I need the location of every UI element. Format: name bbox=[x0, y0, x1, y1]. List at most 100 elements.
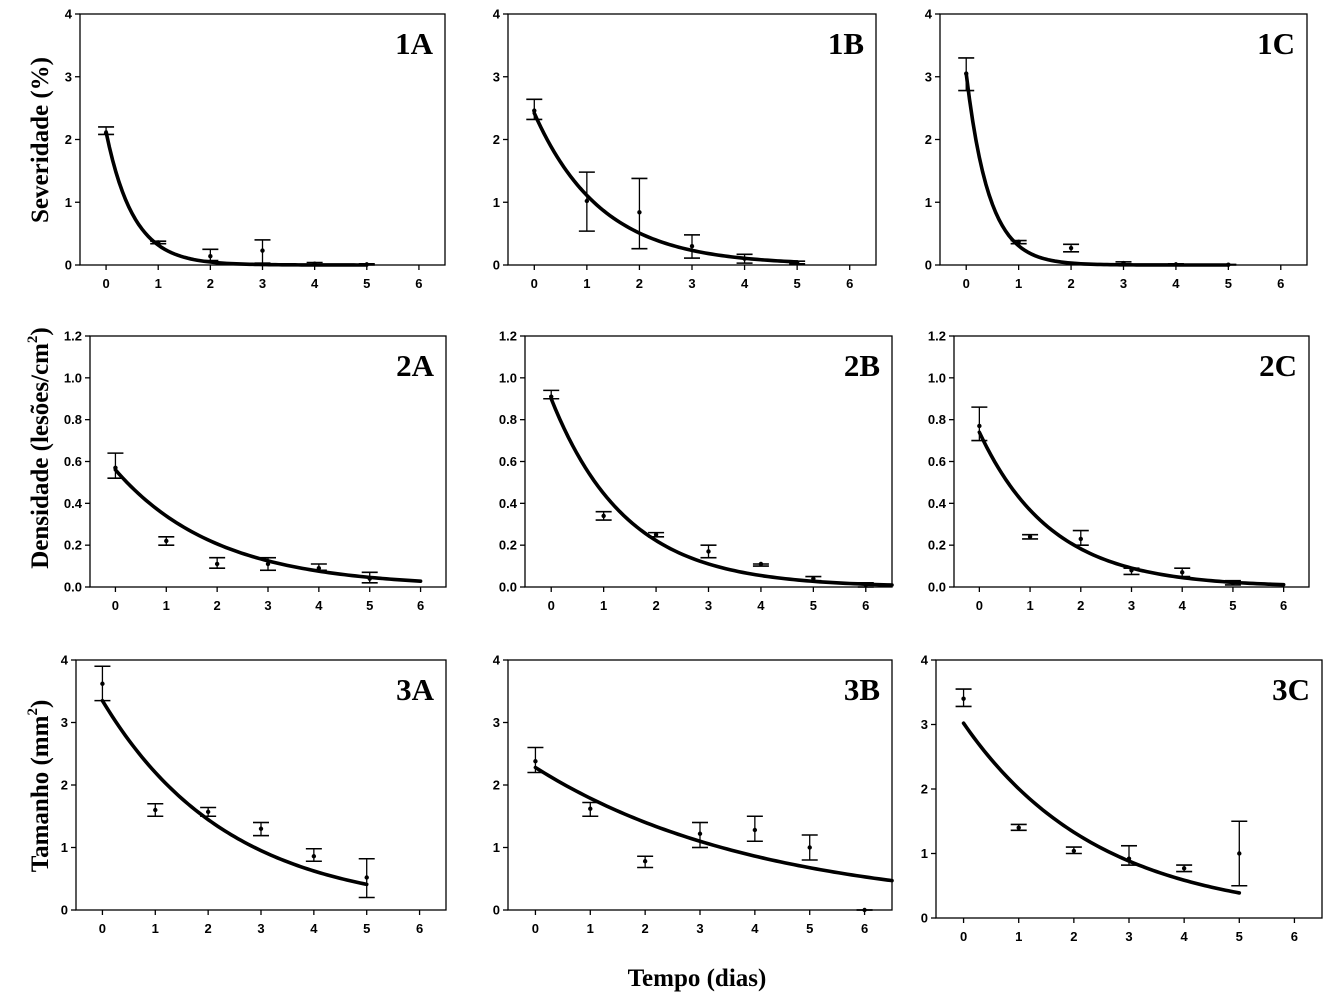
data-point bbox=[1071, 848, 1077, 854]
y-tick-label: 4 bbox=[493, 653, 501, 668]
data-point bbox=[208, 254, 213, 259]
y-axis-label-densidade: Densidade (lesões/cm2) bbox=[25, 327, 54, 569]
y-tick-label: 1 bbox=[921, 846, 928, 861]
data-point bbox=[1016, 825, 1021, 830]
y-tick-label: 1 bbox=[65, 195, 72, 210]
x-tick-label: 3 bbox=[1128, 598, 1135, 613]
x-tick-label: 5 bbox=[794, 276, 801, 291]
x-tick-label: 0 bbox=[548, 598, 555, 613]
x-tick-label: 5 bbox=[1229, 598, 1236, 613]
data-point bbox=[601, 513, 606, 519]
y-tick-label: 0 bbox=[925, 258, 932, 273]
y-tick-label: 0.0 bbox=[64, 580, 82, 595]
x-tick-label: 3 bbox=[257, 921, 264, 936]
y-tick-label: 0.6 bbox=[64, 454, 82, 469]
x-tick-label: 4 bbox=[741, 276, 749, 291]
y-tick-label: 1.2 bbox=[928, 329, 946, 344]
x-tick-label: 6 bbox=[1291, 929, 1298, 944]
y-tick-label: 0.2 bbox=[928, 538, 946, 553]
data-point bbox=[1078, 536, 1083, 542]
x-tick-label: 5 bbox=[363, 276, 370, 291]
y-axis-label-row-2: Densidade (lesões/cm2) bbox=[25, 327, 54, 569]
y-tick-label: 1.0 bbox=[499, 370, 517, 385]
y-tick-label: 2 bbox=[65, 132, 72, 147]
data-point bbox=[1027, 534, 1033, 539]
x-tick-label: 1 bbox=[1026, 598, 1033, 613]
x-tick-label: 6 bbox=[417, 598, 424, 613]
data-point bbox=[100, 681, 105, 686]
data-point bbox=[584, 198, 590, 204]
plot-frame bbox=[953, 335, 1310, 588]
data-point bbox=[794, 260, 800, 265]
y-tick-label: 3 bbox=[925, 69, 932, 84]
fit-curve bbox=[532, 111, 799, 264]
data-point bbox=[689, 243, 695, 249]
y-tick-label: 1.2 bbox=[499, 329, 517, 344]
x-tick-label: 4 bbox=[311, 276, 319, 291]
x-tick-label: 4 bbox=[315, 598, 323, 613]
y-tick-label: 0.2 bbox=[499, 538, 517, 553]
data-point bbox=[1237, 851, 1242, 856]
data-point bbox=[1129, 568, 1134, 573]
panel-2a: 0.0 0.2 0.4 0.6 0.8 1.0 1.2 0 1 2 3 4 5 6 2A bbox=[64, 329, 447, 613]
data-point bbox=[637, 210, 642, 215]
y-tick-label: 0.6 bbox=[499, 454, 517, 469]
data-point bbox=[103, 131, 109, 136]
x-tick-label: 2 bbox=[1077, 598, 1084, 613]
data-point bbox=[533, 759, 538, 764]
data-point bbox=[642, 859, 648, 864]
x-tick-label: 3 bbox=[1120, 276, 1127, 291]
y-tick-label: 2 bbox=[493, 778, 500, 793]
x-tick-label: 1 bbox=[152, 921, 159, 936]
fit-curve bbox=[549, 396, 894, 587]
x-tick-label: 2 bbox=[1067, 276, 1074, 291]
x-tick-label: 4 bbox=[1181, 929, 1189, 944]
x-tick-label: 1 bbox=[587, 921, 594, 936]
x-tick-label: 1 bbox=[1015, 929, 1022, 944]
panel-2c: 0.0 0.2 0.4 0.6 0.8 1.0 1.2 0 1 2 3 4 5 6 2C bbox=[928, 329, 1310, 613]
y-tick-label: 1 bbox=[493, 195, 500, 210]
x-tick-label: 5 bbox=[366, 598, 373, 613]
panel-1c: 0 1 2 3 4 0 1 2 3 4 5 6 1C bbox=[925, 7, 1308, 291]
y-tick-label: 3 bbox=[61, 715, 68, 730]
x-tick-label: 6 bbox=[862, 598, 869, 613]
data-point bbox=[265, 561, 271, 567]
x-tick-label: 0 bbox=[531, 276, 538, 291]
data-point bbox=[811, 576, 816, 581]
x-tick-label: 4 bbox=[1172, 276, 1180, 291]
x-tick-label: 3 bbox=[259, 276, 266, 291]
data-point bbox=[706, 549, 711, 554]
x-tick-label: 2 bbox=[636, 276, 643, 291]
x-tick-label: 1 bbox=[583, 276, 590, 291]
x-tick-label: 4 bbox=[310, 921, 318, 936]
y-tick-label: 0.8 bbox=[499, 412, 517, 427]
data-point bbox=[697, 831, 703, 836]
panels: 0 1 2 3 4 0 1 2 3 4 5 6 1A 0 1 2 3 4 0 1 2 3 4 5 6 1B 0 1 2 3 4 0 1 2 3 4 5 6… bbox=[61, 7, 1323, 944]
panel-3a: 0 1 2 3 4 0 1 2 3 4 5 6 3A bbox=[61, 653, 447, 936]
x-tick-label: 6 bbox=[415, 276, 422, 291]
y-tick-label: 1 bbox=[493, 840, 500, 855]
panel-label-3b: 3B bbox=[844, 672, 880, 707]
y-tick-label: 3 bbox=[65, 69, 72, 84]
x-tick-label: 1 bbox=[600, 598, 607, 613]
y-tick-label: 0.4 bbox=[499, 496, 518, 511]
data-point bbox=[977, 423, 982, 429]
y-tick-label: 0.8 bbox=[64, 412, 82, 427]
fit-curve bbox=[533, 765, 894, 883]
y-tick-label: 1 bbox=[925, 195, 932, 210]
y-tick-label: 3 bbox=[921, 717, 928, 732]
y-tick-label: 4 bbox=[925, 7, 933, 22]
panel-label-2b: 2B bbox=[844, 348, 880, 383]
x-axis-label: Tempo (dias) bbox=[628, 965, 767, 992]
x-tick-label: 3 bbox=[705, 598, 712, 613]
data-point bbox=[863, 582, 868, 588]
y-tick-label: 2 bbox=[61, 778, 68, 793]
y-tick-label: 0 bbox=[493, 903, 500, 918]
data-point bbox=[258, 826, 264, 831]
panel-label-1a: 1A bbox=[395, 26, 434, 61]
x-tick-label: 3 bbox=[264, 598, 271, 613]
data-point bbox=[214, 561, 220, 567]
x-tick-label: 2 bbox=[207, 276, 214, 291]
plot-frame bbox=[935, 659, 1323, 919]
x-tick-label: 6 bbox=[846, 276, 853, 291]
